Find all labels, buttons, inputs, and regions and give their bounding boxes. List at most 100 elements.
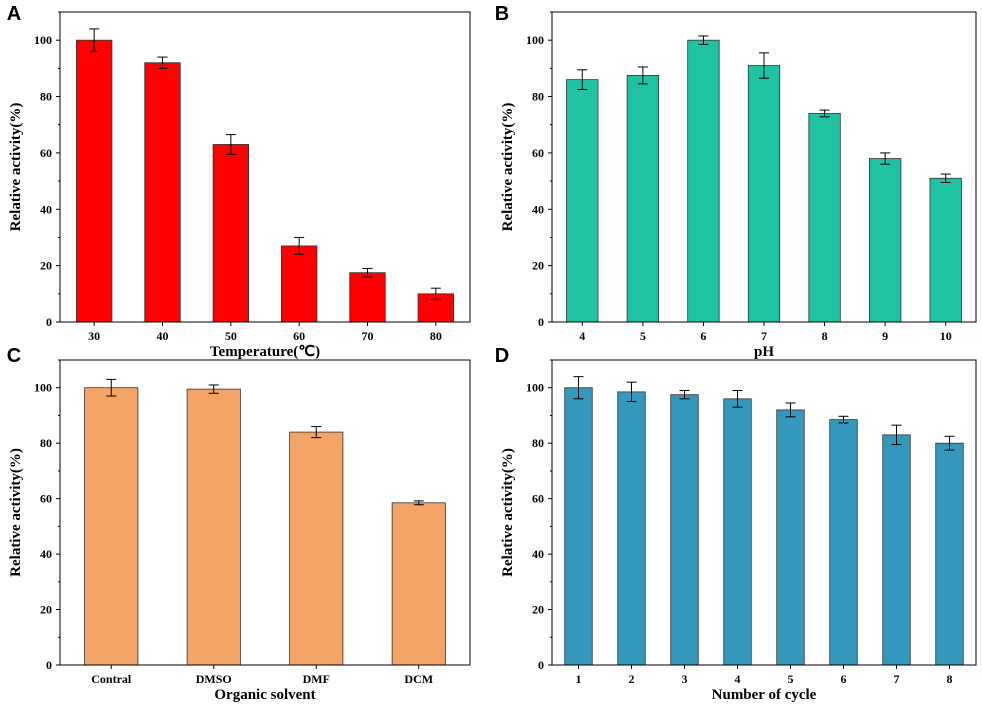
panel-letter: D: [495, 345, 509, 367]
bar-50: [212, 144, 249, 323]
x-tick-label: 5: [640, 329, 646, 343]
y-tick-label: 40: [40, 202, 52, 216]
error-bar-7: [891, 424, 902, 446]
error-bar-9: [880, 152, 891, 165]
y-tick-label: 0: [538, 658, 544, 672]
bar-5: [626, 75, 660, 323]
plot-frame: [551, 11, 977, 323]
error-bar-6: [838, 415, 849, 424]
error-bar-4: [732, 390, 743, 408]
panel-letter: B: [495, 3, 509, 25]
y-tick-label: 20: [532, 603, 544, 617]
panel-c: C Contral DMSO DMF DCM 0 20 40 60 80 100 Organic so…: [7, 345, 471, 703]
bar-40: [144, 62, 181, 323]
x-tick-label: 60: [293, 329, 305, 343]
error-bar-6: [698, 35, 709, 45]
error-bar-5: [785, 402, 796, 418]
x-axis-title: Temperature(℃): [210, 344, 320, 360]
error-bar-10: [940, 173, 951, 183]
x-tick-label: DMF: [303, 672, 330, 686]
y-tick-label: 40: [532, 547, 544, 561]
y-tick-label: 80: [532, 90, 544, 104]
bar-7: [747, 65, 781, 323]
error-bar-DMSO: [208, 384, 219, 394]
y-tick-label: 0: [46, 658, 52, 672]
x-tick-label: 7: [894, 672, 900, 686]
error-bar-50: [225, 134, 236, 155]
y-tick-label: 80: [40, 90, 52, 104]
bar-30: [76, 39, 113, 323]
bar-DMSO: [186, 388, 241, 666]
bar-Contral: [84, 387, 139, 666]
x-tick-label: DCM: [404, 672, 433, 686]
panel-a: A 30 40 50 60 70 80 0 20 40 60 80 100 Temperature(℃) R…: [7, 3, 471, 360]
y-axis-title: Relative activity(%): [500, 103, 516, 232]
y-axis-title: Relative activity(%): [500, 448, 516, 577]
y-tick-label: 100: [34, 33, 52, 47]
x-tick-label: 4: [735, 672, 741, 686]
bar-5: [776, 409, 805, 666]
bar-6: [687, 39, 720, 323]
bar-8: [808, 113, 841, 323]
y-tick-label: 40: [532, 202, 544, 216]
x-tick-label: 1: [576, 672, 582, 686]
y-tick-label: 0: [46, 315, 52, 329]
y-tick-label: 40: [40, 547, 52, 561]
plot-frame: [59, 11, 471, 323]
error-bar-8: [819, 109, 830, 118]
x-tick-label: 40: [157, 329, 169, 343]
x-axis-title: pH: [754, 344, 774, 360]
y-axis-title: Relative activity(%): [8, 103, 24, 232]
y-tick-label: 0: [538, 315, 544, 329]
bar-70: [349, 272, 386, 323]
bar-4: [566, 79, 599, 323]
error-bar-40: [157, 56, 168, 69]
error-bar-8: [944, 435, 955, 451]
x-axis-title: Number of cycle: [712, 687, 817, 703]
x-axis-title: Organic solvent: [214, 687, 315, 703]
x-tick-label: DMSO: [196, 672, 232, 686]
error-bar-7: [759, 52, 769, 79]
x-tick-label: 6: [841, 672, 847, 686]
error-bar-30: [89, 28, 100, 52]
x-tick-label: Contral: [91, 672, 132, 686]
y-tick-label: 20: [532, 259, 544, 273]
x-tick-label: 4: [579, 329, 585, 343]
y-tick-label: 80: [40, 436, 52, 450]
bar-7: [882, 434, 911, 666]
x-tick-label: 5: [788, 672, 794, 686]
y-tick-label: 60: [40, 492, 52, 506]
panel-letter: A: [7, 3, 21, 25]
x-tick-label: 7: [761, 329, 767, 343]
error-bar-70: [362, 267, 373, 278]
y-tick-label: 20: [40, 259, 52, 273]
x-tick-label: 6: [700, 329, 706, 343]
bar-2: [617, 391, 646, 666]
x-tick-label: 3: [682, 672, 688, 686]
bar-10: [929, 177, 962, 323]
bar-3: [670, 394, 699, 666]
plot-frame: [59, 359, 471, 666]
bar-9: [868, 158, 902, 323]
x-tick-label: 70: [362, 329, 374, 343]
y-tick-label: 60: [532, 146, 544, 160]
x-tick-label: 80: [430, 329, 442, 343]
error-bar-2: [626, 381, 637, 403]
plot-frame: [551, 359, 977, 666]
y-tick-label: 80: [532, 436, 544, 450]
error-bar-Contral: [106, 378, 117, 397]
x-tick-label: 50: [225, 329, 237, 343]
bar-4: [723, 398, 752, 666]
y-tick-label: 60: [532, 492, 544, 506]
y-axis-title: Relative activity(%): [8, 448, 24, 577]
y-tick-label: 60: [40, 146, 52, 160]
y-tick-label: 100: [526, 381, 544, 395]
x-tick-label: 10: [940, 329, 952, 343]
bar-8: [935, 442, 964, 666]
error-bar-3: [679, 390, 690, 400]
x-tick-label: 8: [822, 329, 828, 343]
x-tick-label: 2: [629, 672, 635, 686]
